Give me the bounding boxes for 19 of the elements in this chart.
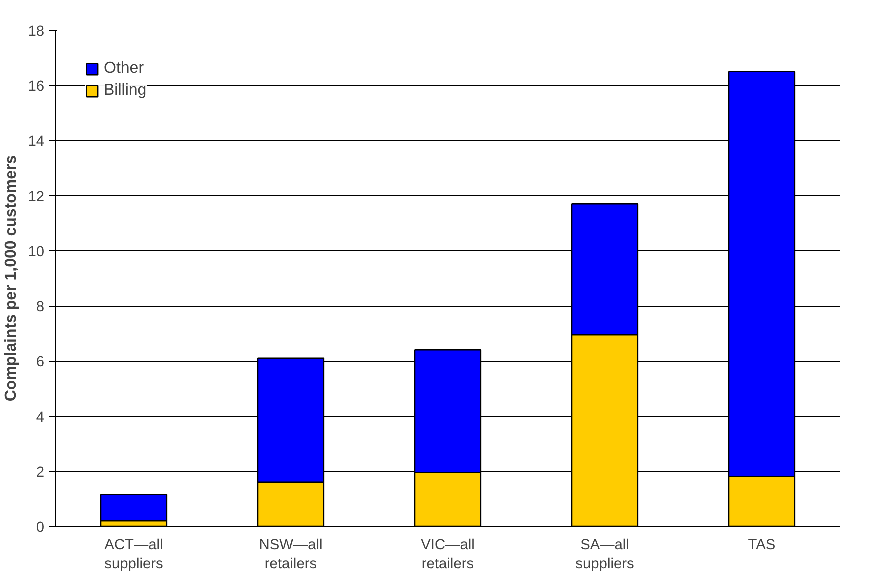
legend-label: Other <box>104 60 144 78</box>
y-axis-title: Complaints per 1,000 customers <box>3 155 20 402</box>
y-tick-label: 14 <box>28 134 45 150</box>
y-tick-label: 16 <box>28 79 45 96</box>
x-tick-label: TAS <box>748 538 776 554</box>
x-tick-label: SA—all suppliers <box>576 538 634 573</box>
y-tick-label: 18 <box>28 24 45 40</box>
y-tick-label: 0 <box>36 520 45 536</box>
x-tick-label: NSW—all retailers <box>259 538 323 573</box>
y-tick-label: 12 <box>28 189 45 206</box>
y-tick-label: 8 <box>36 300 45 316</box>
legend-label: Billing <box>104 82 147 100</box>
y-tick-label: 4 <box>36 410 45 426</box>
bar <box>100 494 168 522</box>
y-tick-label: 2 <box>36 464 45 481</box>
y-tick-label: 10 <box>28 244 45 260</box>
x-tick-label: VIC—all retailers <box>421 538 475 573</box>
x-tick-label: ACT—all suppliers <box>104 538 164 573</box>
y-tick-label: 6 <box>36 354 45 371</box>
